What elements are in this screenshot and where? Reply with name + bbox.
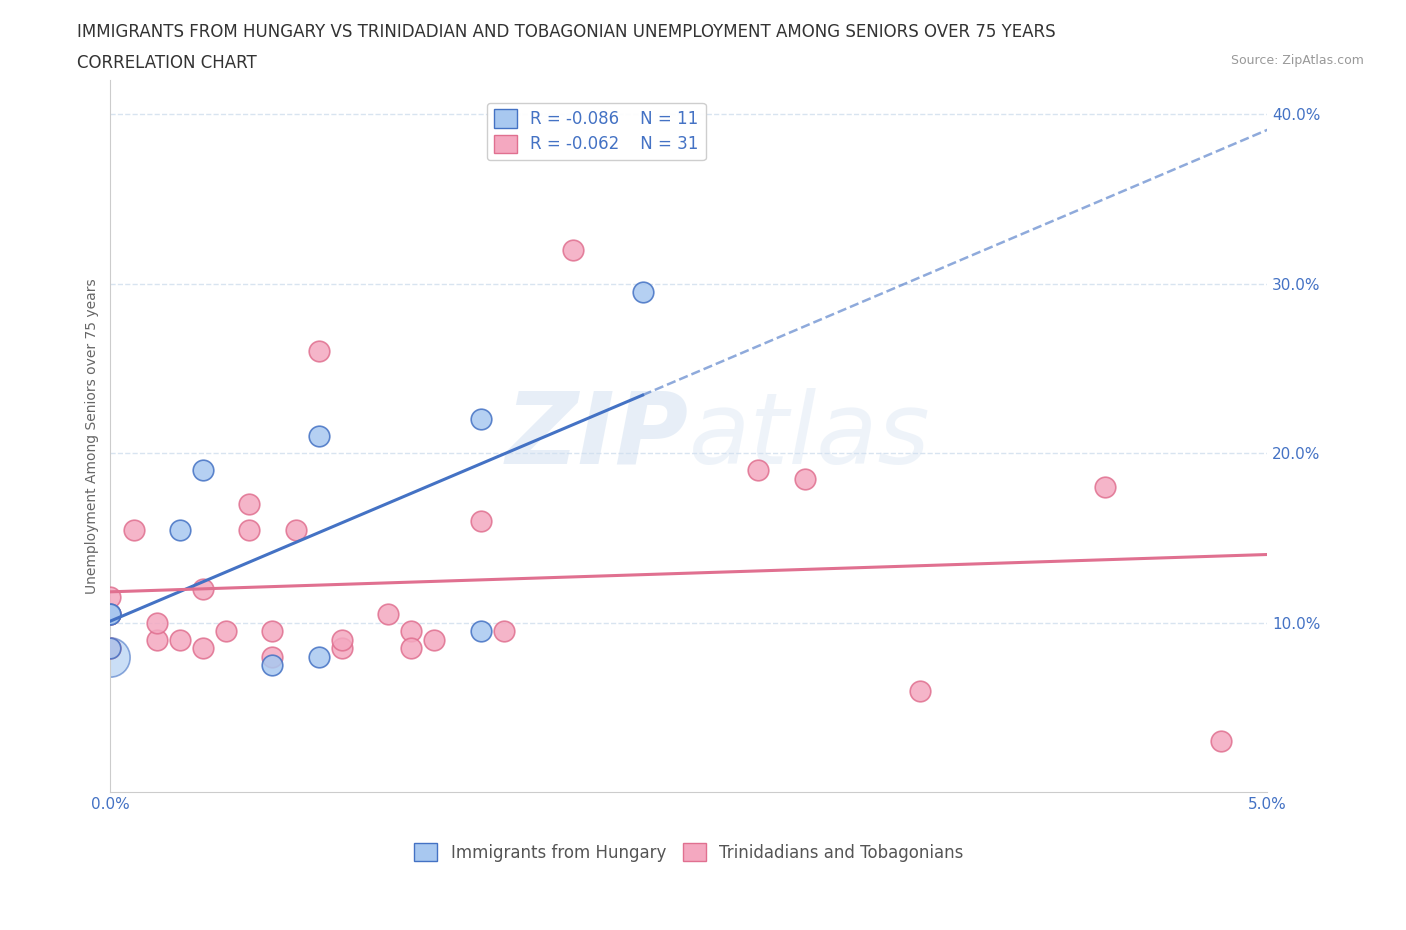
- Point: [1094, 480, 1116, 495]
- Point: [423, 632, 446, 647]
- Point: [399, 624, 422, 639]
- Point: [100, 641, 122, 656]
- Point: [169, 522, 191, 537]
- Point: [169, 632, 191, 647]
- Point: [262, 658, 284, 672]
- Point: [308, 429, 330, 444]
- Point: [330, 641, 353, 656]
- Point: [191, 581, 214, 596]
- Point: [330, 632, 353, 647]
- Point: [910, 684, 932, 698]
- Point: [793, 472, 815, 486]
- Point: [492, 624, 515, 639]
- Text: CORRELATION CHART: CORRELATION CHART: [77, 54, 257, 72]
- Point: [191, 463, 214, 478]
- Point: [100, 607, 122, 622]
- Point: [284, 522, 307, 537]
- Point: [262, 624, 284, 639]
- Point: [100, 649, 122, 664]
- Point: [470, 412, 492, 427]
- Point: [470, 513, 492, 528]
- Text: Source: ZipAtlas.com: Source: ZipAtlas.com: [1230, 54, 1364, 67]
- Point: [191, 641, 214, 656]
- Text: atlas: atlas: [689, 388, 931, 485]
- Point: [470, 624, 492, 639]
- Point: [100, 607, 122, 622]
- Text: ZIP: ZIP: [506, 388, 689, 485]
- Text: IMMIGRANTS FROM HUNGARY VS TRINIDADIAN AND TOBAGONIAN UNEMPLOYMENT AMONG SENIORS: IMMIGRANTS FROM HUNGARY VS TRINIDADIAN A…: [77, 23, 1056, 41]
- Point: [308, 649, 330, 664]
- Point: [399, 641, 422, 656]
- Y-axis label: Unemployment Among Seniors over 75 years: Unemployment Among Seniors over 75 years: [86, 278, 100, 594]
- Point: [100, 641, 122, 656]
- Point: [747, 463, 769, 478]
- Point: [122, 522, 145, 537]
- Point: [100, 607, 122, 622]
- Point: [308, 344, 330, 359]
- Point: [377, 607, 399, 622]
- Legend: Immigrants from Hungary, Trinidadians and Tobagonians: Immigrants from Hungary, Trinidadians an…: [408, 836, 970, 869]
- Point: [100, 607, 122, 622]
- Point: [238, 522, 260, 537]
- Point: [215, 624, 238, 639]
- Point: [1209, 734, 1232, 749]
- Point: [100, 590, 122, 604]
- Point: [562, 242, 585, 257]
- Point: [145, 632, 167, 647]
- Point: [145, 616, 167, 631]
- Point: [262, 649, 284, 664]
- Point: [631, 285, 654, 299]
- Point: [238, 497, 260, 512]
